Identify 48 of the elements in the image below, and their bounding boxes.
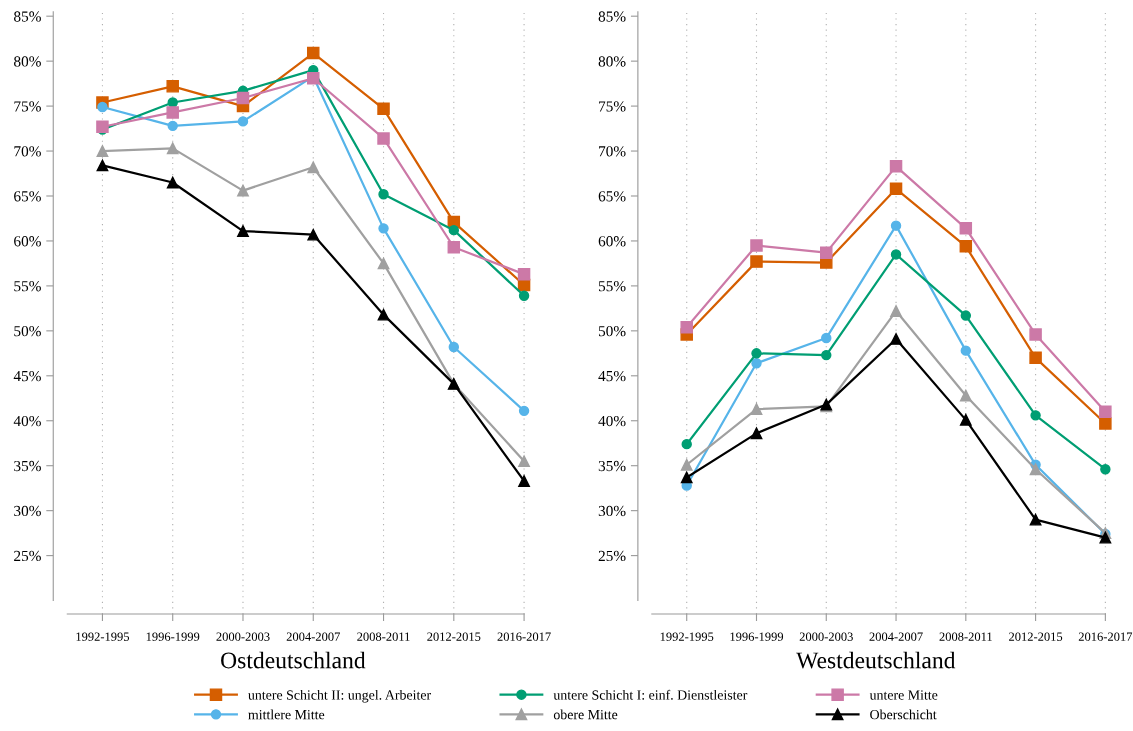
x-tick-label: 1992-1995 <box>660 632 714 641</box>
x-tick-label: 2016-2017 <box>497 632 551 641</box>
x-tick-label: 2004-2007 <box>869 632 923 641</box>
x-tick-label: 2000-2003 <box>799 632 853 641</box>
y-tick-label: 50% <box>14 325 41 337</box>
y-tick-label: 65% <box>14 191 41 202</box>
y-tick-label: 60% <box>598 236 626 247</box>
legend-label: obere Mitte <box>553 709 618 720</box>
y-tick-label: 70% <box>14 146 41 157</box>
y-tick-label: 85% <box>14 11 41 22</box>
x-tick-label: 2008-2011 <box>939 632 992 641</box>
y-tick-label: 45% <box>13 370 41 382</box>
y-tick-label: 25% <box>598 550 626 562</box>
y-tick-label: 85% <box>598 11 626 22</box>
y-tick-label: 40% <box>13 415 41 427</box>
y-tick-label: 30% <box>14 505 41 517</box>
y-tick-label: 45% <box>598 370 626 382</box>
y-tick-label: 70% <box>599 146 626 157</box>
legend-label: untere Schicht I: einf. Dienstleister <box>553 689 748 700</box>
y-tick-label: 80% <box>14 56 41 67</box>
x-tick-label: 1992-1995 <box>76 632 130 641</box>
x-tick-label: 2012-2015 <box>427 632 481 641</box>
legend-label: untere Schicht II: ungel. Arbeiter <box>248 689 432 703</box>
legend-label: untere Mitte <box>869 690 938 700</box>
y-tick-label: 60% <box>14 236 41 247</box>
x-tick-label: 2004-2007 <box>286 632 340 641</box>
y-tick-label: 50% <box>598 325 626 337</box>
x-axis-title: Westdeutschland <box>796 651 956 669</box>
y-tick-label: 55% <box>14 281 41 292</box>
y-tick-label: 25% <box>14 550 41 562</box>
x-tick-label: 2016-2017 <box>1078 632 1133 641</box>
y-tick-label: 40% <box>598 415 626 427</box>
y-tick-label: 75% <box>599 101 626 112</box>
x-tick-label: 2012-2015 <box>1009 632 1063 641</box>
x-axis-title: Ostdeutschland <box>221 651 366 669</box>
y-tick-label: 65% <box>598 191 626 202</box>
legend-label: Oberschicht <box>870 709 937 720</box>
y-tick-label: 35% <box>14 460 41 472</box>
x-tick-label: 2008-2011 <box>357 632 410 641</box>
x-tick-label: 1996-1999 <box>146 632 200 641</box>
legend-label: mittlere Mitte <box>248 709 325 720</box>
y-tick-label: 30% <box>598 505 626 517</box>
x-tick-label: 1996-1999 <box>730 632 784 641</box>
x-tick-label: 2000-2003 <box>216 632 270 641</box>
y-tick-label: 55% <box>598 281 626 292</box>
y-tick-label: 80% <box>598 56 626 67</box>
y-tick-label: 35% <box>598 460 626 472</box>
y-tick-label: 75% <box>14 101 41 112</box>
